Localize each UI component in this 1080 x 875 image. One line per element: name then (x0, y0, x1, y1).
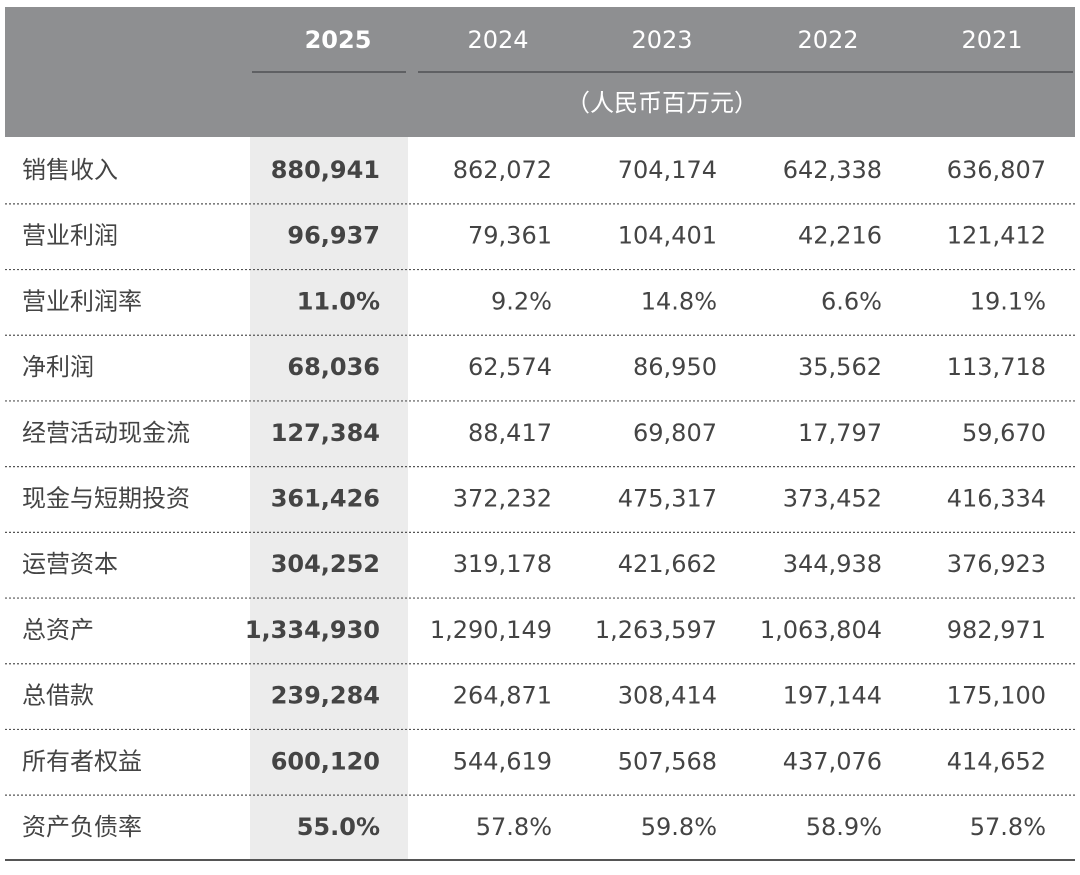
cell-value: 1,063,804 (760, 616, 882, 644)
cell-value: 416,334 (947, 485, 1046, 513)
cell-value: 59,670 (962, 419, 1046, 447)
unit-label: （人民币百万元） (566, 89, 758, 117)
cell-value: 17,797 (798, 419, 882, 447)
cell-value: 19.1% (970, 287, 1046, 315)
highlight-column (250, 137, 408, 860)
row-label: 运营资本 (22, 550, 118, 578)
row-label: 总资产 (22, 616, 94, 644)
year-header: 2024 (467, 26, 528, 54)
cell-value: 361,426 (271, 485, 380, 513)
cell-value: 57.8% (476, 813, 552, 841)
row-label: 所有者权益 (22, 747, 142, 775)
cell-value: 344,938 (783, 550, 882, 578)
cell-value: 414,652 (947, 747, 1046, 775)
row-label: 经营活动现金流 (22, 419, 190, 447)
cell-value: 113,718 (947, 353, 1046, 381)
cell-value: 35,562 (798, 353, 882, 381)
cell-value: 239,284 (271, 682, 380, 710)
row-label: 营业利润 (22, 222, 118, 250)
cell-value: 636,807 (947, 156, 1046, 184)
cell-value: 86,950 (633, 353, 717, 381)
cell-value: 121,412 (947, 222, 1046, 250)
cell-value: 372,232 (453, 485, 552, 513)
cell-value: 11.0% (297, 287, 380, 315)
cell-value: 862,072 (453, 156, 552, 184)
cell-value: 544,619 (453, 747, 552, 775)
cell-value: 600,120 (271, 747, 380, 775)
row-label: 营业利润率 (22, 287, 142, 315)
cell-value: 42,216 (798, 222, 882, 250)
year-header: 2021 (961, 26, 1022, 54)
cell-value: 197,144 (783, 682, 882, 710)
cell-value: 373,452 (783, 485, 882, 513)
cell-value: 62,574 (468, 353, 552, 381)
cell-value: 264,871 (453, 682, 552, 710)
cell-value: 88,417 (468, 419, 552, 447)
cell-value: 68,036 (287, 353, 380, 381)
cell-value: 79,361 (468, 222, 552, 250)
cell-value: 507,568 (618, 747, 717, 775)
cell-value: 58.9% (806, 813, 882, 841)
row-label: 总借款 (22, 682, 94, 710)
cell-value: 104,401 (618, 222, 717, 250)
row-label: 现金与短期投资 (22, 485, 190, 513)
cell-value: 1,290,149 (430, 616, 552, 644)
cell-value: 319,178 (453, 550, 552, 578)
cell-value: 127,384 (271, 419, 380, 447)
cell-value: 704,174 (618, 156, 717, 184)
year-header: 2023 (631, 26, 692, 54)
cell-value: 376,923 (947, 550, 1046, 578)
cell-value: 175,100 (947, 682, 1046, 710)
cell-value: 1,263,597 (595, 616, 717, 644)
cell-value: 59.8% (641, 813, 717, 841)
cell-value: 14.8% (641, 287, 717, 315)
cell-value: 69,807 (633, 419, 717, 447)
cell-value: 6.6% (821, 287, 882, 315)
cell-value: 57.8% (970, 813, 1046, 841)
cell-value: 982,971 (947, 616, 1046, 644)
cell-value: 475,317 (618, 485, 717, 513)
year-header: 2022 (797, 26, 858, 54)
cell-value: 437,076 (783, 747, 882, 775)
cell-value: 880,941 (271, 156, 380, 184)
cell-value: 421,662 (618, 550, 717, 578)
cell-value: 9.2% (491, 287, 552, 315)
year-header: 2025 (305, 26, 372, 54)
cell-value: 55.0% (297, 813, 380, 841)
cell-value: 304,252 (271, 550, 380, 578)
cell-value: 308,414 (618, 682, 717, 710)
row-label: 销售收入 (22, 156, 118, 184)
cell-value: 642,338 (783, 156, 882, 184)
cell-value: 96,937 (287, 222, 380, 250)
cell-value: 1,334,930 (245, 616, 380, 644)
row-label: 净利润 (22, 353, 94, 381)
row-label: 资产负债率 (22, 813, 142, 841)
